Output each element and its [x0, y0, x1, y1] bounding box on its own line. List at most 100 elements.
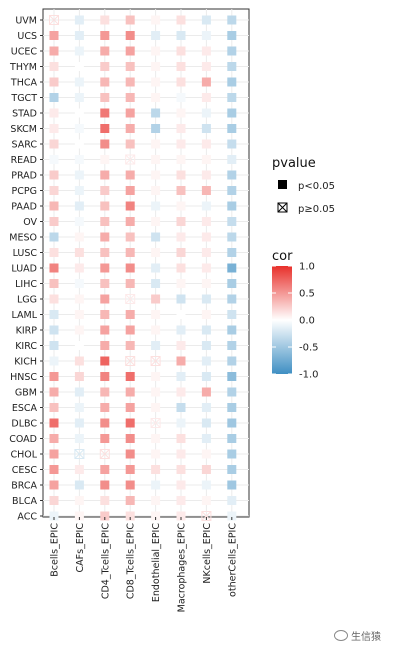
- y-tick-label: LIHC: [15, 279, 37, 290]
- heat-cell: [227, 248, 237, 257]
- heat-cell: [176, 496, 186, 505]
- heat-cell: [125, 170, 135, 180]
- heat-cell: [74, 496, 84, 505]
- heat-cell: [151, 77, 161, 87]
- heat-cell: [100, 170, 110, 180]
- heat-cell: [100, 217, 110, 226]
- y-tick-label: UVM: [15, 16, 37, 27]
- heat-cell: [227, 170, 237, 180]
- heat-cell: [74, 31, 84, 40]
- heat-cell: [74, 403, 84, 412]
- heat-cell: [151, 46, 161, 56]
- heat-cell: [74, 356, 84, 366]
- heat-cell: [49, 356, 59, 366]
- heat-cell: [74, 294, 84, 304]
- heat-cell: [151, 387, 161, 397]
- heat-cell: [201, 93, 211, 102]
- heat-cell: [201, 248, 211, 257]
- cor-legend-title: cor: [272, 249, 293, 264]
- heat-cell: [176, 155, 186, 164]
- heat-cell: [227, 62, 237, 71]
- y-tick-label: MESO: [9, 233, 37, 244]
- heat-cell: [201, 418, 211, 428]
- heat-cell: [74, 108, 84, 118]
- colorbar-tick-label: -0.5: [299, 343, 319, 354]
- heat-cell: [151, 217, 161, 226]
- heat-cell: [151, 511, 161, 521]
- heat-cell: [125, 480, 135, 490]
- heat-cell: [201, 15, 211, 25]
- heat-cell: [227, 46, 237, 56]
- heat-cell: [49, 403, 59, 412]
- heat-cell: [74, 15, 84, 25]
- heat-cell: [227, 372, 237, 381]
- heat-cell: [125, 325, 135, 335]
- y-tick-label: OV: [23, 217, 37, 228]
- heat-cell: [151, 93, 161, 102]
- heat-cell: [49, 263, 59, 273]
- heat-cell: [100, 46, 110, 56]
- heat-cell: [176, 480, 186, 490]
- legend-key-significant: [278, 180, 287, 189]
- heat-cell: [100, 248, 110, 257]
- heat-cell: [74, 418, 84, 428]
- cor-colorbar: [272, 266, 292, 374]
- x-tick-label: CAFs_EPIC: [75, 523, 86, 573]
- heat-cell: [74, 77, 84, 87]
- heat-cell: [74, 201, 84, 211]
- heat-cell: [151, 31, 161, 40]
- heat-cell: [100, 93, 110, 102]
- heat-cell: [74, 372, 84, 381]
- heat-cell: [49, 387, 59, 397]
- heat-cell: [151, 310, 161, 319]
- heat-cell: [100, 15, 110, 25]
- heat-cell: [100, 77, 110, 87]
- colorbar-tick-label: -1.0: [299, 370, 319, 381]
- heat-cell-nonsig: [99, 449, 110, 459]
- heat-cell: [125, 511, 135, 521]
- y-tick-label: LUAD: [11, 264, 37, 275]
- heat-cell: [227, 108, 237, 118]
- heat-cell: [151, 248, 161, 257]
- heat-cell: [125, 341, 135, 350]
- heat-cell: [100, 418, 110, 428]
- heat-cell: [125, 232, 135, 242]
- heat-cell: [176, 139, 186, 149]
- legend: pvalue p<0.05 p≥0.05 cor 1.0 0.5 0.0 -0.5 -1…: [272, 156, 335, 381]
- heat-cell: [201, 279, 211, 288]
- heat-cell-nonsig: [201, 511, 212, 521]
- heat-cell: [151, 15, 161, 25]
- y-tick-label: COAD: [9, 434, 37, 445]
- heat-cell: [100, 325, 110, 335]
- heat-cell: [227, 480, 237, 490]
- heat-cell: [227, 232, 237, 242]
- heat-cell: [74, 310, 84, 319]
- heat-cell: [176, 263, 186, 273]
- heat-cell: [227, 325, 237, 335]
- heat-cell: [227, 387, 237, 397]
- y-tick-label: LUSC: [13, 248, 38, 259]
- heat-cell: [74, 217, 84, 226]
- heat-cell: [125, 186, 135, 195]
- heat-cell: [125, 201, 135, 211]
- x-tick-label: NKcells_EPIC: [202, 523, 213, 584]
- heat-cell: [151, 170, 161, 180]
- y-tick-label: THYM: [9, 62, 37, 73]
- y-axis-labels: UVM UCS UCEC THYM THCA TGCT STAD SKCM SARC READ PR…: [9, 16, 43, 523]
- heat-cell: [176, 434, 186, 443]
- heat-cell: [201, 201, 211, 211]
- heat-cell: [201, 403, 211, 412]
- y-tick-label: THCA: [10, 78, 38, 89]
- heat-cell: [74, 279, 84, 288]
- heat-cell: [176, 201, 186, 211]
- heat-cell: [201, 372, 211, 381]
- y-tick-label: KICH: [14, 357, 37, 368]
- heat-cell: [125, 77, 135, 87]
- heat-cell: [176, 93, 186, 102]
- heat-cell: [176, 465, 186, 474]
- heat-cell: [227, 294, 237, 304]
- heat-cell: [227, 263, 237, 273]
- heat-cell: [49, 186, 59, 195]
- heat-cell: [201, 341, 211, 350]
